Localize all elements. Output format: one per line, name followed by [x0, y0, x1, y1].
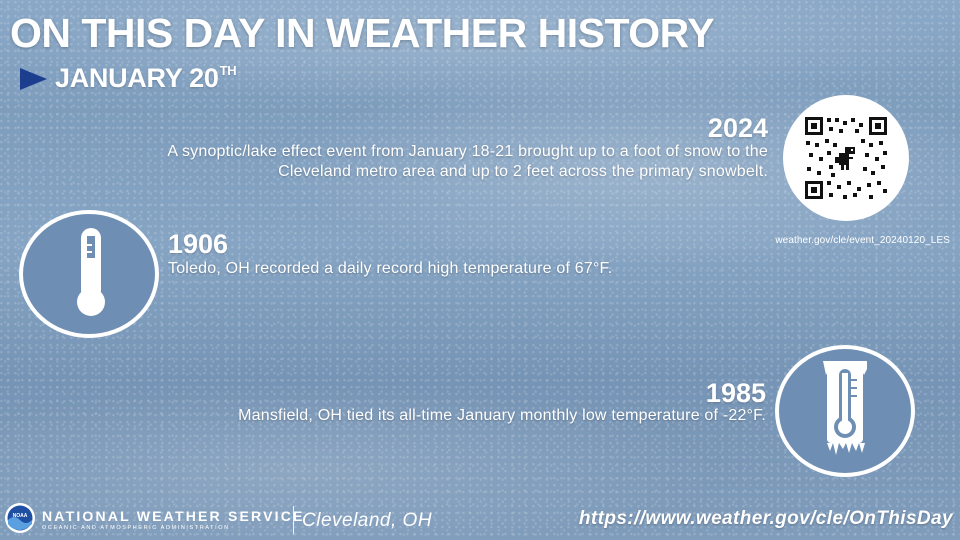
date-suffix: TH	[219, 63, 237, 78]
qr-code-badge[interactable]	[783, 95, 909, 221]
event-year-2024: 2024	[707, 113, 768, 143]
event-year-1906: 1906	[168, 229, 229, 259]
event-text-1985: Mansfield, OH tied its all-time January …	[238, 407, 766, 424]
noaa-logo-text: NOAA	[13, 513, 28, 519]
frozen-thermometer-badge	[775, 345, 915, 477]
thermometer-badge	[19, 210, 159, 338]
footer-divider	[293, 506, 294, 534]
date-row: JANUARY 20TH	[20, 63, 237, 94]
qr-code-icon	[803, 115, 889, 201]
date-label: JANUARY 20TH	[55, 63, 237, 94]
event-text-1906: Toledo, OH recorded a daily record high …	[168, 260, 613, 277]
play-arrow-icon	[20, 67, 47, 90]
page-title: ON THIS DAY IN WEATHER HISTORY	[10, 10, 715, 56]
frozen-thermometer-icon	[823, 361, 867, 455]
site-link[interactable]: https://www.weather.gov/cle/OnThisDay	[578, 508, 953, 529]
agency-subtitle: OCEANIC AND ATMOSPHERIC ADMINISTRATION	[42, 525, 230, 531]
event-year-1985: 1985	[705, 378, 766, 408]
qr-link-text[interactable]: weather.gov/cle/event_20240120_LES	[775, 235, 950, 246]
agency-name: NATIONAL WEATHER SERVICE	[42, 508, 305, 524]
date-text: JANUARY 20	[55, 63, 219, 93]
thermometer-icon	[77, 228, 105, 316]
event-text-2024: A synoptic/lake effect event from Januar…	[167, 143, 768, 180]
noaa-logo: NOAA	[5, 503, 35, 533]
office-name: Cleveland, OH	[302, 510, 433, 531]
